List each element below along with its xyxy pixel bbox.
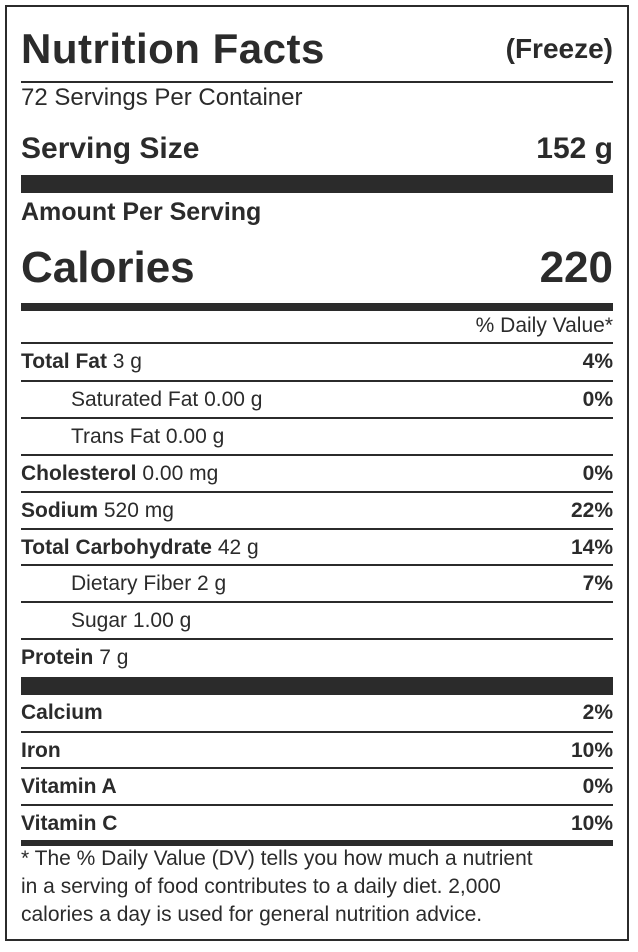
nutrient-dv: 4% <box>582 350 613 373</box>
nutrient-name: Sodium <box>21 499 98 522</box>
nutrient-dv: 0% <box>582 388 613 411</box>
serving-size-value: 152 g <box>536 132 613 165</box>
vitamin-row-vitamin-c: Vitamin C 10% <box>21 806 613 842</box>
servings-row: 72 Servings Per Container <box>21 83 613 113</box>
divider <box>21 380 613 382</box>
divider <box>21 731 613 733</box>
nutrition-label: Nutrition Facts (Freeze) 72 Servings Per… <box>5 5 629 941</box>
serving-size-row: Serving Size 152 g <box>21 125 613 173</box>
footnote-line: calories a day is used for general nutri… <box>21 903 483 926</box>
divider <box>21 601 613 603</box>
nutrient-amount: 7 g <box>99 646 129 669</box>
label-title: Nutrition Facts <box>21 25 325 72</box>
serving-size-label: Serving Size <box>21 132 200 165</box>
servings-per-container: 72 Servings Per Container <box>21 84 303 111</box>
divider <box>21 564 613 566</box>
thick-divider <box>21 175 613 193</box>
calories-label: Calories <box>21 243 195 292</box>
vitamin-name: Vitamin A <box>21 775 117 798</box>
calories-value: 220 <box>539 243 613 292</box>
nutrient-name: Sugar <box>71 609 128 632</box>
nutrient-dv: 7% <box>582 572 613 595</box>
nutrient-amount: 0.00 mg <box>142 462 219 485</box>
daily-value-header-row: % Daily Value* <box>21 311 613 341</box>
vitamin-name: Iron <box>21 739 61 762</box>
nutrient-row-total-carbohydrate: Total Carbohydrate 42 g 14% <box>21 530 613 566</box>
nutrient-amount: 0.00 g <box>204 388 263 411</box>
divider <box>21 491 613 493</box>
nutrient-row-cholesterol: Cholesterol 0.00 mg 0% <box>21 456 613 492</box>
nutrient-row-total-fat: Total Fat 3 g 4% <box>21 344 613 380</box>
nutrient-amount: 2 g <box>197 572 227 595</box>
vitamin-name: Calcium <box>21 701 103 724</box>
vitamin-row-calcium: Calcium 2% <box>21 695 613 731</box>
calories-row: Calories 220 <box>21 239 613 297</box>
label-header: Nutrition Facts (Freeze) <box>21 21 613 77</box>
divider <box>21 804 613 806</box>
vitamin-row-iron: Iron 10% <box>21 733 613 769</box>
nutrient-dv: 0% <box>582 462 613 485</box>
daily-value-header: % Daily Value* <box>475 314 613 337</box>
nutrient-name: Cholesterol <box>21 462 137 485</box>
nutrient-amount: 0.00 g <box>165 425 225 448</box>
divider <box>21 417 613 419</box>
nutrient-name: Trans Fat <box>71 425 161 448</box>
vitamin-dv: 10% <box>570 739 613 762</box>
nutrient-name: Total Fat <box>21 350 107 373</box>
divider <box>21 528 613 530</box>
divider <box>21 81 613 83</box>
amount-per-serving: Amount Per Serving <box>21 197 262 226</box>
footnote: * The % Daily Value (DV) tells you how m… <box>21 845 613 929</box>
nutrient-row-protein: Protein 7 g <box>21 640 613 676</box>
nutrient-row-saturated-fat: Saturated Fat 0.00 g 0% <box>21 382 613 418</box>
vitamin-name: Vitamin C <box>21 812 118 835</box>
nutrient-dv: 14% <box>570 536 613 559</box>
nutrient-amount: 520 mg <box>103 499 174 522</box>
nutrient-amount: 42 g <box>217 536 259 559</box>
nutrient-row-sodium: Sodium 520 mg 22% <box>21 493 613 529</box>
thick-divider <box>21 677 613 695</box>
divider <box>21 342 613 344</box>
nutrient-amount: 1.00 g <box>132 609 192 632</box>
divider <box>21 767 613 769</box>
nutrient-name: Saturated Fat <box>71 388 199 411</box>
divider <box>21 454 613 456</box>
nutrient-name: Dietary Fiber <box>71 572 192 595</box>
footnote-line: in a serving of food contributes to a da… <box>21 875 501 898</box>
nutrient-name: Protein <box>21 646 94 669</box>
nutrient-amount: 3 g <box>112 350 142 373</box>
flavor-name: (Freeze) <box>505 33 613 64</box>
nutrient-row-sugar: Sugar 1.00 g <box>21 603 613 639</box>
vitamin-dv: 2% <box>582 701 613 724</box>
nutrient-row-trans-fat: Trans Fat 0.00 g <box>21 419 613 455</box>
vitamin-row-vitamin-a: Vitamin A 0% <box>21 769 613 805</box>
vitamin-dv: 10% <box>570 812 613 835</box>
divider <box>21 638 613 640</box>
footnote-line: * The % Daily Value (DV) tells you how m… <box>21 847 533 870</box>
medium-divider <box>21 303 613 311</box>
medium-divider <box>21 840 613 846</box>
amount-per-serving-row: Amount Per Serving <box>21 195 613 229</box>
vitamin-dv: 0% <box>582 775 613 798</box>
nutrient-row-dietary-fiber: Dietary Fiber 2 g 7% <box>21 566 613 602</box>
nutrient-name: Total Carbohydrate <box>21 536 212 559</box>
nutrient-dv: 22% <box>570 499 613 522</box>
